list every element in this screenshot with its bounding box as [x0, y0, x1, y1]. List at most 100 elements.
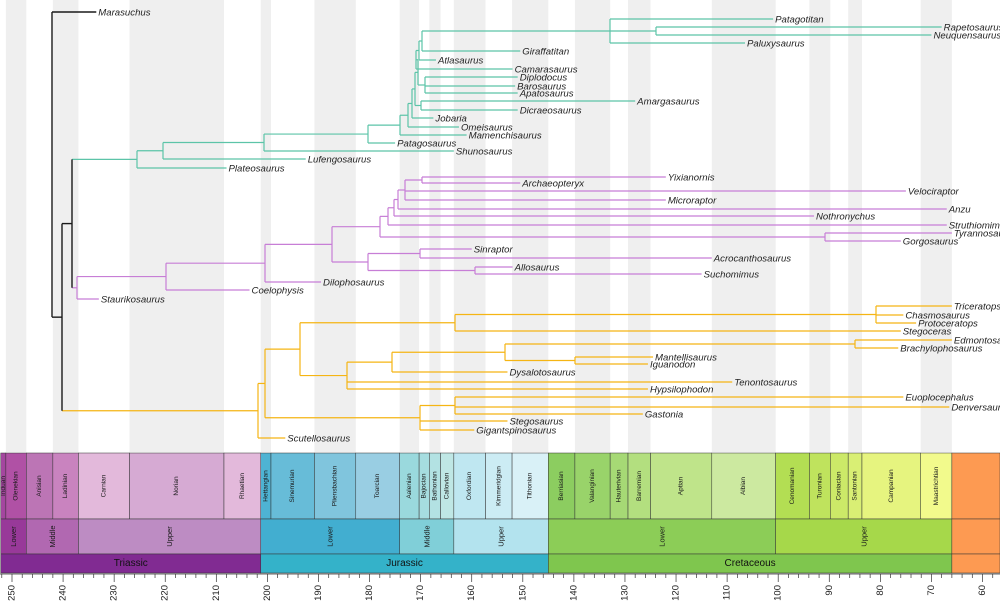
- series-box: [399, 518, 455, 555]
- taxon-label-dilophosaurus: Dilophosaurus: [323, 277, 385, 288]
- series-box: [951, 518, 1000, 555]
- taxon-label-microraptor: Microraptor: [668, 195, 717, 206]
- background-band: [574, 0, 611, 452]
- taxon-label-gorgosaurus: Gorgosaurus: [903, 236, 959, 247]
- tick-label: 110: [722, 585, 733, 600]
- taxon-label-anzu: Anzu: [948, 204, 972, 215]
- stage-label: Oxfordian: [466, 472, 473, 501]
- stage-label: Toarcian: [374, 473, 381, 498]
- taxon-label-patagotitan: Patagotitan: [775, 14, 824, 25]
- time-axis: 250 240 230 220 210 200 190 180 170 160 150 140 130 1…: [0, 573, 1000, 601]
- series-label: Middle: [48, 525, 57, 547]
- stage-label: Norian: [173, 476, 180, 496]
- taxon-label-apatosaurus: Apatosaurus: [519, 88, 574, 99]
- taxon-label-dicraeosaurus: Dicraeosaurus: [520, 105, 582, 116]
- stage-box: [78, 452, 130, 520]
- background-band: [399, 0, 420, 452]
- taxon-label-dysalotosaurus: Dysalotosaurus: [509, 367, 575, 378]
- taxon-label-jobaria: Jobaria: [434, 113, 466, 124]
- background-band: [628, 0, 651, 452]
- series-box: [775, 518, 953, 555]
- stage-box: [314, 452, 357, 520]
- taxon-label-shunosaurus: Shunosaurus: [456, 146, 513, 157]
- period-label: Triassic: [114, 558, 148, 569]
- tick-label: 200: [262, 585, 273, 601]
- taxon-label-atlasaurus: Atlasaurus: [437, 55, 484, 66]
- taxon-label-tyrannosaurus: Tyrannosaurus: [954, 228, 1000, 239]
- taxon-label-allosaurus: Allosaurus: [514, 262, 560, 273]
- series-label: Upper: [165, 526, 174, 547]
- taxon-label-mamenchisaurus: Mamenchisaurus: [469, 130, 542, 141]
- tick-label: 210: [211, 585, 222, 601]
- stage-box: [485, 452, 513, 520]
- series-label: Lower: [9, 526, 18, 547]
- stage-box: [920, 452, 953, 520]
- stage-label: Tithonian: [527, 472, 534, 499]
- series-label: Lower: [657, 526, 666, 547]
- stage-label: Campanian: [888, 469, 895, 503]
- tick-label: 140: [568, 585, 579, 601]
- stage-box: [861, 452, 921, 520]
- stage-label: Anisian: [36, 475, 43, 497]
- tick-label: 130: [619, 585, 630, 601]
- taxon-label-suchomimus: Suchomimus: [704, 269, 760, 280]
- stage-label: Rhaetian: [239, 473, 246, 499]
- taxon-label-patagosaurus: Patagosaurus: [397, 138, 456, 149]
- background-band: [453, 0, 486, 452]
- stage-label: Bajocian: [421, 473, 428, 498]
- tick-label: 100: [773, 585, 784, 601]
- taxon-label-camarasaurus: Camarasaurus: [515, 64, 578, 75]
- stage-label: Sinemurian: [289, 469, 296, 502]
- taxon-label-neuquensaurus: Neuquensaurus: [933, 30, 1000, 41]
- period-box: [951, 553, 1000, 574]
- background-band: [260, 0, 271, 452]
- stage-label: Kimmeridgian: [495, 466, 502, 506]
- taxon-label-scutellosaurus: Scutellosaurus: [287, 433, 350, 444]
- series-label: Upper: [859, 526, 868, 547]
- stage-box: [26, 452, 54, 520]
- taxon-label-euoplocephalus: Euoplocephalus: [905, 392, 973, 403]
- taxon-label-brachylophosaurus: Brachylophosaurus: [900, 343, 982, 354]
- taxon-label-amargasaurus: Amargasaurus: [636, 96, 700, 107]
- tick-label: 80: [875, 585, 886, 596]
- tree-branches: [51, 11, 952, 439]
- tick-label: 170: [415, 585, 426, 601]
- tick-label: 230: [109, 585, 120, 601]
- background-band: [52, 0, 79, 452]
- background-band: [809, 0, 831, 452]
- taxon-label-velociraptor: Velociraptor: [908, 186, 960, 197]
- taxon-label-chasmosaurus: Chasmosaurus: [905, 310, 970, 321]
- taxon-label-coelophysis: Coelophysis: [252, 285, 304, 296]
- series-box: [453, 518, 549, 555]
- taxon-label-gigantspinosaurus: Gigantspinosaurus: [476, 425, 556, 436]
- taxon-label-stegosaurus: Stegosaurus: [509, 416, 563, 427]
- stage-label: Santonian: [852, 471, 859, 501]
- background-band: [129, 0, 224, 452]
- background-band: [711, 0, 776, 452]
- series-label: Lower: [326, 526, 335, 547]
- taxon-labels: Marasuchus Patagotitan RapetosaurusNeuquen…: [98, 7, 1000, 444]
- stage-box: [574, 452, 611, 520]
- stage-box: [453, 452, 486, 520]
- series-label: Upper: [497, 526, 506, 547]
- period-label: Jurassic: [386, 558, 423, 569]
- stage-label: Carnian: [100, 474, 107, 497]
- series-box: [26, 518, 79, 555]
- tick-label: 240: [58, 585, 69, 601]
- geologic-timescale: Induan Olenekian Anisian Ladinian Carnian Nor…: [0, 452, 1000, 574]
- stage-box: [650, 452, 713, 520]
- stage-label: Pliensbachian: [332, 465, 339, 506]
- taxon-label-hypsilophodon: Hypsilophodon: [650, 384, 713, 395]
- background-bands: [5, 0, 952, 452]
- stage-label: Berriasian: [558, 471, 565, 501]
- taxon-label-yixianornis: Yixianornis: [668, 172, 715, 183]
- taxon-label-edmontosaurus: Edmontosaurus: [954, 335, 1000, 346]
- taxon-label-plateosaurus: Plateosaurus: [229, 163, 285, 174]
- tick-label: 190: [313, 585, 324, 601]
- background-band: [512, 0, 549, 452]
- stage-label: Induan: [0, 476, 7, 496]
- series-label: Middle: [422, 525, 431, 547]
- stage-label: Hauterivian: [616, 469, 623, 502]
